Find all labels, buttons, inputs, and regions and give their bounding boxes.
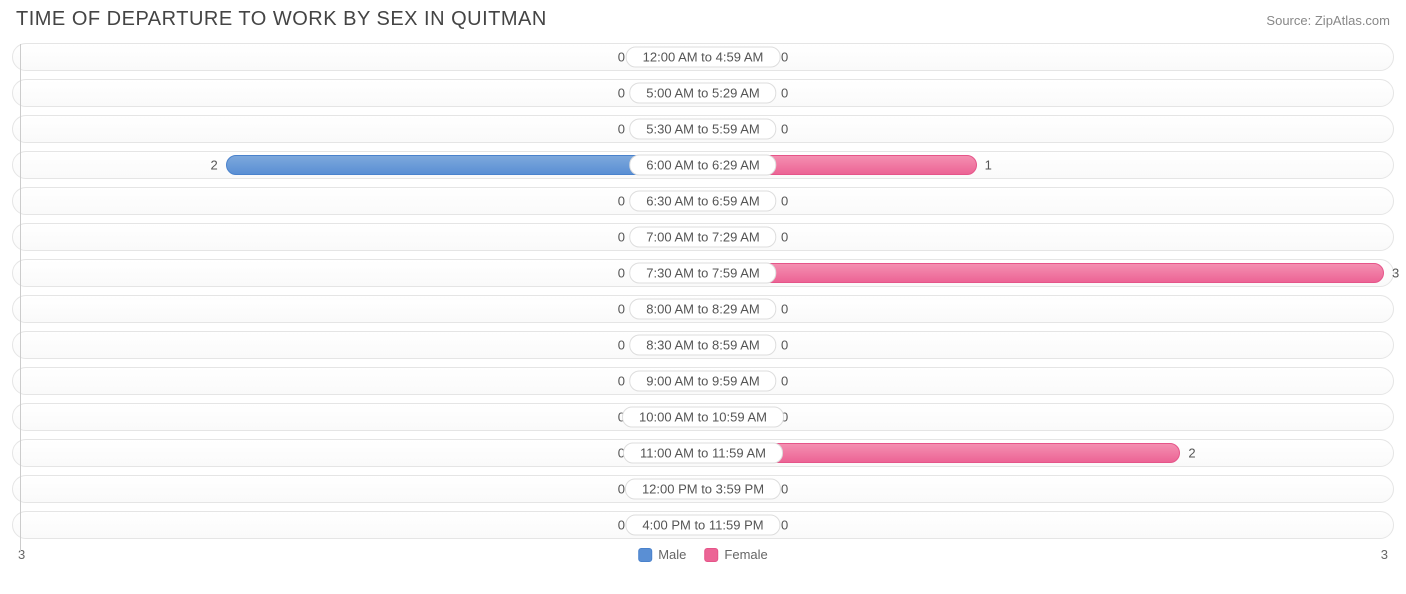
category-label: 5:30 AM to 5:59 AM: [629, 119, 776, 140]
male-value: 0: [618, 518, 625, 533]
male-value: 0: [618, 338, 625, 353]
chart-row: 0010:00 AM to 10:59 AM: [12, 403, 1394, 431]
swatch-male: [638, 548, 652, 562]
female-value: 0: [781, 518, 788, 533]
female-value: 0: [781, 122, 788, 137]
category-label: 10:00 AM to 10:59 AM: [622, 407, 784, 428]
female-value: 1: [985, 158, 992, 173]
chart-row: 0 0 9:00 AM to 9:59 AM: [12, 367, 1394, 395]
male-value: 0: [618, 230, 625, 245]
chart-row: 0 012:00 AM to 4:59 AM: [12, 43, 1394, 71]
male-value: 0: [618, 482, 625, 497]
swatch-female: [704, 548, 718, 562]
female-value: 0: [781, 50, 788, 65]
category-label: 12:00 AM to 4:59 AM: [626, 47, 781, 68]
chart-source: Source: ZipAtlas.com: [1266, 13, 1390, 28]
axis-max-right: 3: [1381, 547, 1388, 562]
legend-item-male: Male: [638, 547, 686, 562]
female-value: 0: [781, 302, 788, 317]
male-value: 2: [210, 158, 217, 173]
female-value: 2: [1188, 446, 1195, 461]
category-label: 6:30 AM to 6:59 AM: [629, 191, 776, 212]
chart-row: 0 0 8:00 AM to 8:29 AM: [12, 295, 1394, 323]
category-label: 12:00 PM to 3:59 PM: [625, 479, 781, 500]
female-value: 0: [781, 230, 788, 245]
source-label: Source:: [1266, 13, 1311, 28]
chart-row: 0211:00 AM to 11:59 AM: [12, 439, 1394, 467]
chart-row: 0 0 8:30 AM to 8:59 AM: [12, 331, 1394, 359]
category-label: 4:00 PM to 11:59 PM: [625, 515, 780, 536]
male-value: 0: [618, 302, 625, 317]
female-value: 0: [781, 194, 788, 209]
source-name: ZipAtlas.com: [1315, 13, 1390, 28]
male-value: 0: [618, 266, 625, 281]
male-value: 0: [618, 86, 625, 101]
female-value: 0: [781, 374, 788, 389]
diverging-bar-chart: 0012:00 AM to 4:59 AM005:00 AM to 5:29 A…: [12, 43, 1394, 539]
category-label: 5:00 AM to 5:29 AM: [629, 83, 776, 104]
male-value: 0: [618, 374, 625, 389]
chart-row: 0 04:00 PM to 11:59 PM: [12, 511, 1394, 539]
category-label: 7:00 AM to 7:29 AM: [629, 227, 776, 248]
male-value: 0: [618, 194, 625, 209]
category-label: 8:00 AM to 8:29 AM: [629, 299, 776, 320]
female-value: 0: [781, 338, 788, 353]
male-value: 0: [618, 122, 625, 137]
category-label: 9:00 AM to 9:59 AM: [629, 371, 776, 392]
chart-row: 2 1 6:00 AM to 6:29 AM: [12, 151, 1394, 179]
chart-legend: Male Female: [638, 547, 768, 562]
category-label: 11:00 AM to 11:59 AM: [623, 443, 783, 464]
chart-row: 0 0 7:00 AM to 7:29 AM: [12, 223, 1394, 251]
female-bar: [703, 263, 1384, 283]
chart-title: TIME OF DEPARTURE TO WORK BY SEX IN QUIT…: [16, 8, 547, 31]
category-label: 7:30 AM to 7:59 AM: [629, 263, 776, 284]
chart-row: 0 0 6:30 AM to 6:59 AM: [12, 187, 1394, 215]
chart-row: 0 012:00 PM to 3:59 PM: [12, 475, 1394, 503]
axis-line: [20, 44, 21, 552]
chart-row: 037:30 AM to 7:59 AM: [12, 259, 1394, 287]
chart-header: TIME OF DEPARTURE TO WORK BY SEX IN QUIT…: [12, 8, 1394, 31]
female-value: 0: [781, 482, 788, 497]
legend-item-female: Female: [704, 547, 767, 562]
female-value: 3: [1392, 266, 1399, 281]
female-value: 0: [781, 86, 788, 101]
chart-footer: 3 Male Female 3: [12, 547, 1394, 562]
category-label: 8:30 AM to 8:59 AM: [629, 335, 776, 356]
chart-row: 0 0 5:00 AM to 5:29 AM: [12, 79, 1394, 107]
male-value: 0: [618, 50, 625, 65]
category-label: 6:00 AM to 6:29 AM: [629, 155, 776, 176]
legend-label-male: Male: [658, 547, 686, 562]
chart-row: 0 0 5:30 AM to 5:59 AM: [12, 115, 1394, 143]
legend-label-female: Female: [724, 547, 767, 562]
